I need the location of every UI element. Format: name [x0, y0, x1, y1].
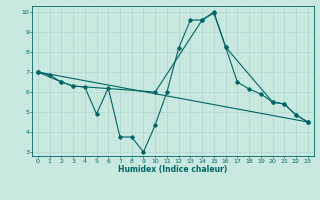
- X-axis label: Humidex (Indice chaleur): Humidex (Indice chaleur): [118, 165, 228, 174]
